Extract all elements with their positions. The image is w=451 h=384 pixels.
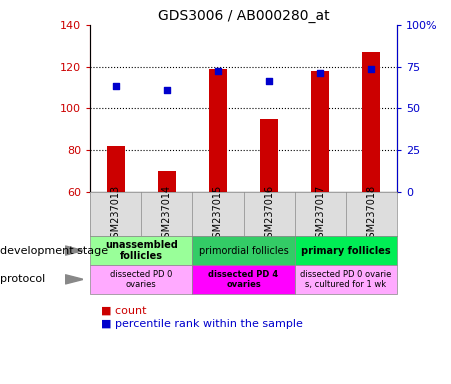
Polygon shape [65, 246, 83, 255]
Text: GSM237013: GSM237013 [111, 185, 121, 243]
Bar [90, 236, 193, 265]
Text: protocol: protocol [0, 274, 45, 285]
Polygon shape [65, 275, 83, 284]
Title: GDS3006 / AB000280_at: GDS3006 / AB000280_at [158, 8, 329, 23]
Point [112, 83, 120, 89]
Point [368, 66, 375, 72]
Text: dissected PD 0 ovarie
s, cultured for 1 wk: dissected PD 0 ovarie s, cultured for 1 … [300, 270, 391, 289]
Point [163, 87, 170, 93]
Text: dissected PD 4
ovaries: dissected PD 4 ovaries [208, 270, 279, 289]
Bar [90, 265, 193, 294]
Point [214, 68, 221, 74]
Text: GSM237017: GSM237017 [315, 184, 325, 244]
Bar [295, 265, 397, 294]
Text: ■ count: ■ count [101, 306, 147, 316]
Bar [311, 71, 329, 192]
Text: GSM237016: GSM237016 [264, 185, 274, 243]
Text: primordial follicles: primordial follicles [198, 245, 289, 256]
Text: ■ percentile rank within the sample: ■ percentile rank within the sample [101, 319, 304, 329]
Text: development stage: development stage [0, 245, 108, 256]
Point [317, 70, 324, 76]
Text: GSM237018: GSM237018 [366, 185, 376, 243]
Bar [260, 119, 278, 192]
Bar [193, 236, 295, 265]
Text: GSM237015: GSM237015 [213, 184, 223, 244]
Bar [209, 69, 227, 192]
Text: dissected PD 0
ovaries: dissected PD 0 ovaries [110, 270, 172, 289]
Text: unassembled
follicles: unassembled follicles [105, 240, 178, 262]
Bar [362, 52, 380, 192]
Bar [193, 265, 295, 294]
Text: primary follicles: primary follicles [301, 245, 391, 256]
Bar [107, 146, 124, 192]
Point [266, 78, 273, 84]
Bar [158, 171, 176, 192]
Bar [295, 236, 397, 265]
Text: GSM237014: GSM237014 [162, 185, 172, 243]
